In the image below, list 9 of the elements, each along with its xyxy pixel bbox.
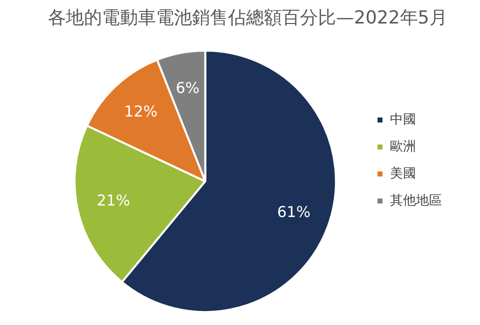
legend-label: 中國	[390, 112, 416, 128]
data-label: 61%	[277, 203, 310, 222]
chart-title: 各地的電動車電池銷售佔總額百分比—2022年5月	[48, 7, 448, 28]
data-label: 21%	[96, 192, 130, 210]
legend-label: 美國	[390, 165, 416, 182]
data-label: 6%	[176, 78, 200, 97]
legend-label: 其他地區	[390, 193, 442, 208]
legend-label: 歐洲	[390, 139, 416, 154]
data-label: 12%	[124, 102, 158, 121]
